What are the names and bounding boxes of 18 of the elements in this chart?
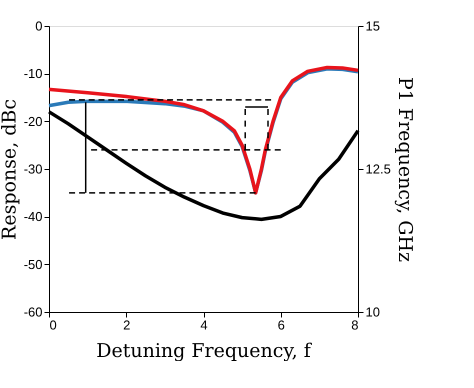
y-tick-label: -10 [24, 66, 42, 82]
y-axis-title: Response, dBc [0, 99, 21, 240]
y-tick-label: 0 [35, 18, 42, 34]
y2-axis-title: P1 Frequency, GHz [394, 77, 416, 262]
y2-tick-label: 15 [366, 18, 380, 34]
y-tick-label: -40 [24, 209, 42, 224]
y-tick-label: -20 [24, 114, 42, 129]
x-axis-title: Detuning Frequency, f [96, 340, 313, 362]
x-tick-label: 8 [351, 318, 358, 332]
x-tick-label: 2 [123, 318, 130, 332]
y2-tick-label: 12.5 [366, 162, 391, 176]
x-tick-label: 6 [278, 318, 285, 332]
y-tick-label: -30 [24, 162, 42, 176]
y2-tick-label: 10 [366, 304, 380, 320]
y-tick-label: -50 [24, 256, 42, 272]
x-tick-label: 4 [200, 318, 208, 332]
x-tick-label: 0 [50, 318, 57, 332]
y-tick-label: -60 [24, 304, 42, 320]
